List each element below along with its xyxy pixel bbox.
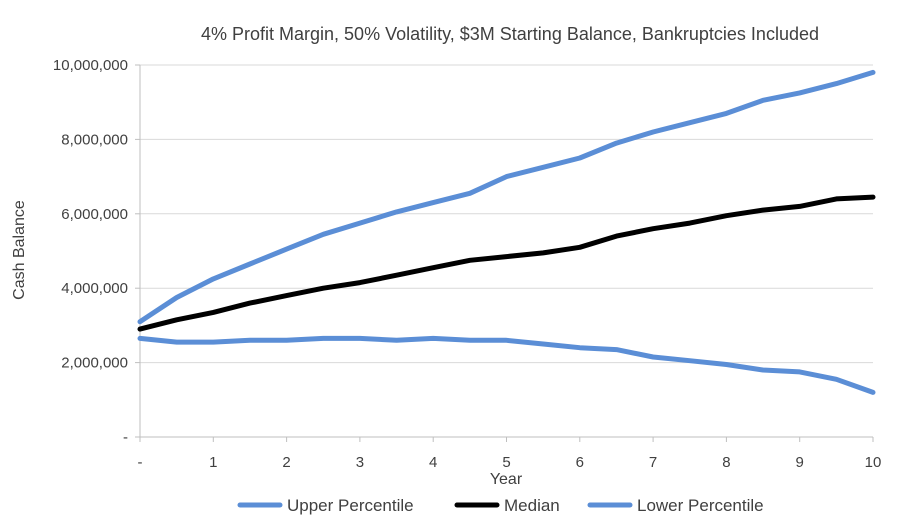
x-tick-label: 3 <box>356 454 364 471</box>
x-tick-label: - <box>138 454 143 471</box>
x-tick-label: 2 <box>282 454 290 471</box>
x-tick-label: 7 <box>649 454 657 471</box>
x-tick-label: 5 <box>502 454 510 471</box>
legend-label: Lower Percentile <box>637 496 764 515</box>
series-line-median <box>137 194 876 332</box>
y-axis-label: Cash Balance <box>11 200 28 300</box>
x-axis-label: Year <box>490 471 523 488</box>
y-tick-label: - <box>123 429 128 446</box>
y-tick-label: 4,000,000 <box>61 280 128 297</box>
x-tick-label: 1 <box>209 454 217 471</box>
x-tick-label: 6 <box>576 454 584 471</box>
gridlines <box>140 64 873 364</box>
x-tick-label: 8 <box>722 454 730 471</box>
chart-title: 4% Profit Margin, 50% Volatility, $3M St… <box>201 24 819 44</box>
y-tick-label: 8,000,000 <box>61 131 128 148</box>
y-tick-label: 6,000,000 <box>61 206 128 223</box>
axes: - 2,000,000 4,000,000 6,000,000 8,000,000 10,… <box>53 57 881 471</box>
legend: Upper Percentile Median Lower Percentile <box>237 496 764 515</box>
x-tick-label: 9 <box>796 454 804 471</box>
x-tick-label: 10 <box>865 454 882 471</box>
y-tick-label: 10,000,000 <box>53 57 128 74</box>
legend-label: Median <box>504 496 560 515</box>
y-tick-label: 2,000,000 <box>61 355 128 372</box>
x-tick-label: 4 <box>429 454 437 471</box>
series-lines <box>137 69 876 395</box>
series-line-upper-percentile <box>137 69 876 325</box>
legend-label: Upper Percentile <box>287 496 414 515</box>
series-line-lower-percentile <box>137 335 876 395</box>
